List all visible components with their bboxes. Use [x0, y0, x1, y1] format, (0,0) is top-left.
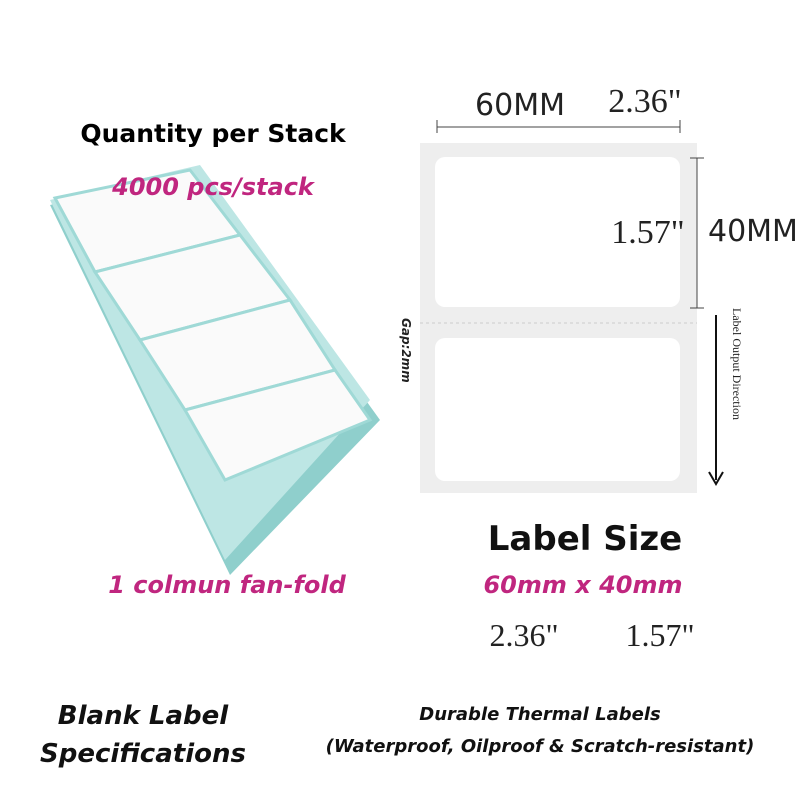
width-in: 2.36" — [608, 83, 681, 120]
size-heading: Label Size — [488, 519, 683, 559]
size-metric: 60mm x 40mm — [483, 571, 682, 599]
footer-title: Blank Label — [58, 701, 229, 731]
quantity: 4000 pcs/stack — [111, 173, 316, 201]
width-mm: 60MM — [475, 88, 565, 123]
direction: Label Output Direction — [730, 308, 744, 420]
height-in: 1.57" — [611, 214, 684, 251]
footer-title: Specifications — [40, 739, 246, 769]
footer-desc: Durable Thermal Labels — [419, 704, 661, 725]
footer-desc: (Waterproof, Oilproof & Scratch-resistan… — [326, 736, 755, 757]
size-height-in: 1.57" — [625, 617, 694, 653]
gap: Gap:2mm — [399, 318, 413, 383]
label-diagram — [420, 120, 724, 493]
fold: 1 colmun fan-fold — [108, 571, 346, 599]
height-mm: 40MM — [708, 214, 798, 249]
size-width-in: 2.36" — [489, 617, 558, 653]
label-stack — [50, 165, 380, 575]
stack-heading: Quantity per Stack — [80, 119, 347, 148]
